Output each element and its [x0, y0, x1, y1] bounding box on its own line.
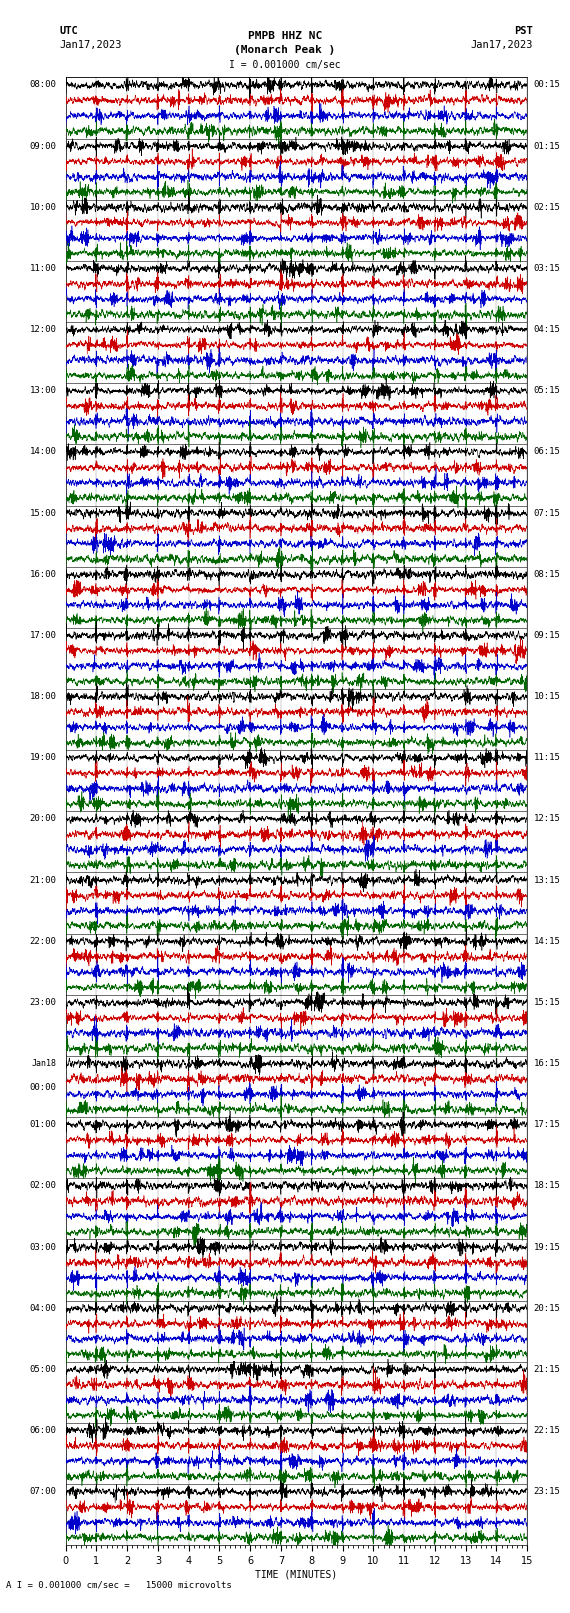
Text: 19:00: 19:00: [30, 753, 56, 763]
Text: 04:00: 04:00: [30, 1303, 56, 1313]
X-axis label: TIME (MINUTES): TIME (MINUTES): [255, 1569, 337, 1579]
Text: 23:00: 23:00: [30, 998, 56, 1007]
Text: 14:00: 14:00: [30, 447, 56, 456]
Text: 00:15: 00:15: [534, 81, 560, 89]
Text: 05:00: 05:00: [30, 1365, 56, 1374]
Text: 10:00: 10:00: [30, 203, 56, 211]
Text: 16:00: 16:00: [30, 569, 56, 579]
Text: 20:15: 20:15: [534, 1303, 560, 1313]
Text: 21:15: 21:15: [534, 1365, 560, 1374]
Text: 02:15: 02:15: [534, 203, 560, 211]
Text: UTC: UTC: [60, 26, 79, 35]
Text: Jan17,2023: Jan17,2023: [470, 40, 533, 50]
Text: 06:15: 06:15: [534, 447, 560, 456]
Text: 17:00: 17:00: [30, 631, 56, 640]
Text: Jan18: Jan18: [31, 1060, 56, 1068]
Text: 20:00: 20:00: [30, 815, 56, 823]
Text: 02:00: 02:00: [30, 1181, 56, 1190]
Text: 23:15: 23:15: [534, 1487, 560, 1497]
Text: 08:15: 08:15: [534, 569, 560, 579]
Text: 07:00: 07:00: [30, 1487, 56, 1497]
Text: 13:15: 13:15: [534, 876, 560, 884]
Text: 12:15: 12:15: [534, 815, 560, 823]
Text: 05:15: 05:15: [534, 386, 560, 395]
Text: 10:15: 10:15: [534, 692, 560, 702]
Text: PST: PST: [514, 26, 533, 35]
Text: 11:15: 11:15: [534, 753, 560, 763]
Text: 15:15: 15:15: [534, 998, 560, 1007]
Text: 09:15: 09:15: [534, 631, 560, 640]
Text: 21:00: 21:00: [30, 876, 56, 884]
Text: 16:15: 16:15: [534, 1060, 560, 1068]
Text: 01:15: 01:15: [534, 142, 560, 150]
Text: 03:00: 03:00: [30, 1242, 56, 1252]
Text: Jan17,2023: Jan17,2023: [60, 40, 123, 50]
Text: 18:00: 18:00: [30, 692, 56, 702]
Text: I = 0.001000 cm/sec: I = 0.001000 cm/sec: [229, 60, 341, 69]
Text: 07:15: 07:15: [534, 508, 560, 518]
Text: 22:15: 22:15: [534, 1426, 560, 1436]
Text: 06:00: 06:00: [30, 1426, 56, 1436]
Text: 18:15: 18:15: [534, 1181, 560, 1190]
Text: 19:15: 19:15: [534, 1242, 560, 1252]
Text: 03:15: 03:15: [534, 265, 560, 273]
Text: 12:00: 12:00: [30, 326, 56, 334]
Text: PMPB HHZ NC: PMPB HHZ NC: [248, 31, 322, 40]
Text: 04:15: 04:15: [534, 326, 560, 334]
Text: 15:00: 15:00: [30, 508, 56, 518]
Text: 09:00: 09:00: [30, 142, 56, 150]
Text: 00:00: 00:00: [30, 1084, 56, 1092]
Text: 22:00: 22:00: [30, 937, 56, 945]
Text: A I = 0.001000 cm/sec =   15000 microvolts: A I = 0.001000 cm/sec = 15000 microvolts: [6, 1581, 231, 1590]
Text: 01:00: 01:00: [30, 1119, 56, 1129]
Text: (Monarch Peak ): (Monarch Peak ): [234, 45, 336, 55]
Text: 17:15: 17:15: [534, 1119, 560, 1129]
Text: 13:00: 13:00: [30, 386, 56, 395]
Text: 14:15: 14:15: [534, 937, 560, 945]
Text: 11:00: 11:00: [30, 265, 56, 273]
Text: 08:00: 08:00: [30, 81, 56, 89]
